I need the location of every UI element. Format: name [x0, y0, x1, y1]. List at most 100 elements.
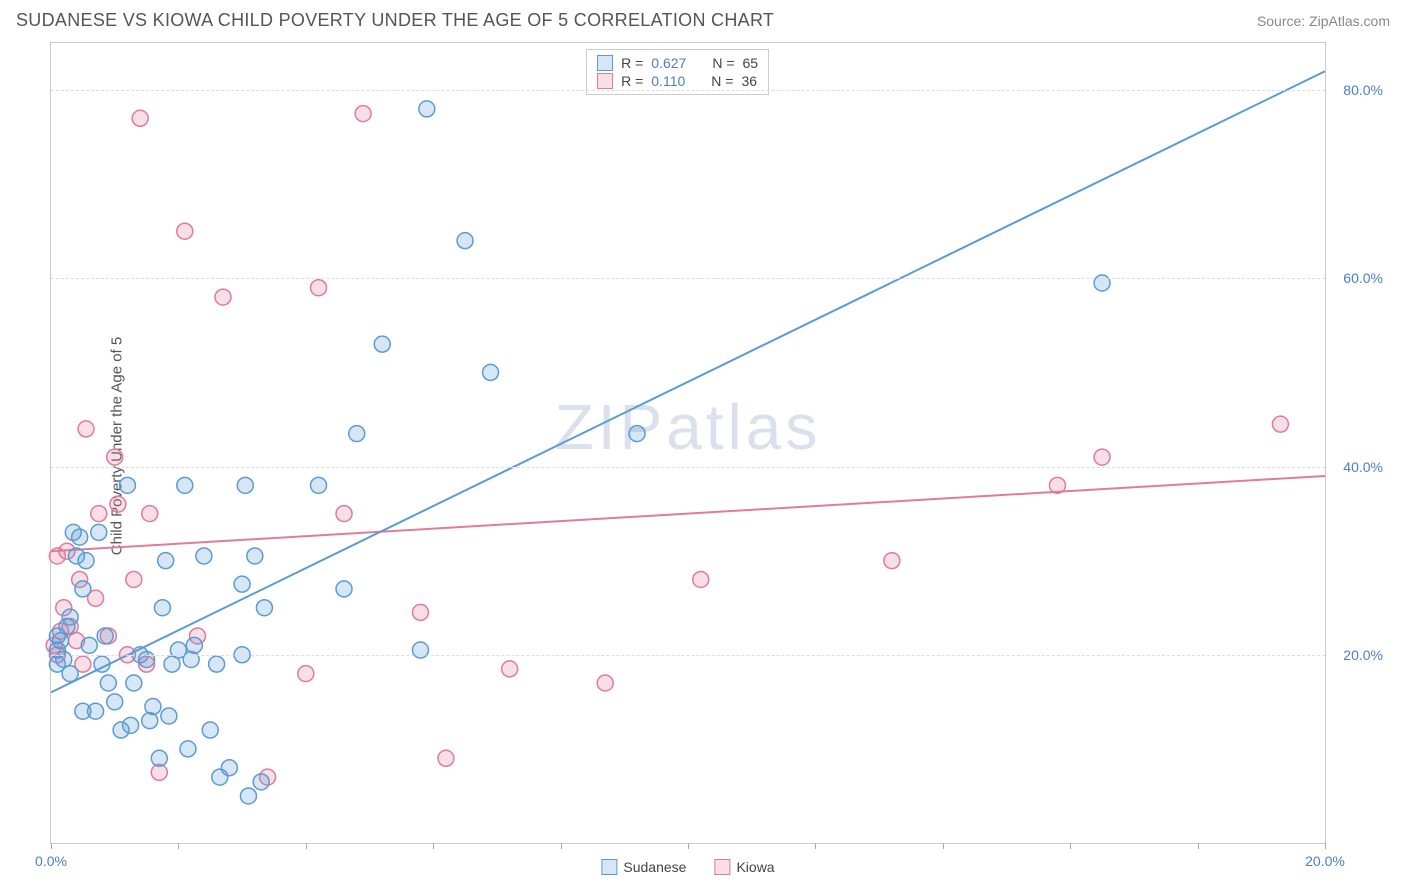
r-label: R = — [621, 73, 643, 89]
plot-svg — [51, 43, 1325, 843]
scatter-point — [107, 694, 123, 710]
x-tick — [1070, 843, 1071, 849]
scatter-point — [151, 750, 167, 766]
scatter-point — [123, 717, 139, 733]
gridline — [51, 278, 1325, 279]
gridline — [51, 655, 1325, 656]
x-tick — [178, 843, 179, 849]
gridline — [51, 90, 1325, 91]
scatter-point — [91, 506, 107, 522]
legend-row-kiowa: R = 0.110 N = 36 — [597, 72, 758, 90]
x-tick — [688, 843, 689, 849]
scatter-point — [78, 421, 94, 437]
scatter-point — [311, 477, 327, 493]
trend-line — [51, 71, 1325, 692]
scatter-point — [158, 553, 174, 569]
x-tick — [561, 843, 562, 849]
scatter-point — [693, 571, 709, 587]
scatter-point — [88, 703, 104, 719]
scatter-point — [355, 106, 371, 122]
scatter-point — [247, 548, 263, 564]
scatter-point — [186, 637, 202, 653]
scatter-point — [177, 223, 193, 239]
scatter-point — [110, 496, 126, 512]
scatter-point — [126, 571, 142, 587]
swatch-sudanese-bottom — [601, 859, 617, 875]
scatter-point — [298, 666, 314, 682]
scatter-point — [91, 524, 107, 540]
chart-title: SUDANESE VS KIOWA CHILD POVERTY UNDER TH… — [16, 10, 774, 31]
legend-bottom-kiowa: Kiowa — [714, 859, 774, 875]
scatter-point — [100, 675, 116, 691]
x-tick — [306, 843, 307, 849]
scatter-point — [107, 449, 123, 465]
scatter-point — [97, 628, 113, 644]
swatch-sudanese — [597, 55, 613, 71]
n-label: N = — [711, 73, 733, 89]
scatter-point — [132, 110, 148, 126]
scatter-point — [78, 553, 94, 569]
scatter-point — [374, 336, 390, 352]
y-tick-label: 20.0% — [1343, 647, 1383, 663]
legend-bottom: Sudanese Kiowa — [601, 859, 774, 875]
x-tick — [1325, 843, 1326, 849]
scatter-point — [209, 656, 225, 672]
r-value-sudanese: 0.627 — [651, 55, 686, 71]
legend-top: R = 0.627 N = 65 R = 0.110 N = 36 — [586, 49, 769, 95]
r-value-kiowa: 0.110 — [651, 73, 685, 89]
scatter-point — [62, 609, 78, 625]
scatter-point — [161, 708, 177, 724]
y-tick-label: 80.0% — [1343, 82, 1383, 98]
swatch-kiowa-bottom — [714, 859, 730, 875]
x-tick — [51, 843, 52, 849]
x-tick-label: 0.0% — [35, 853, 67, 869]
x-tick — [433, 843, 434, 849]
scatter-point — [502, 661, 518, 677]
r-label: R = — [621, 55, 643, 71]
scatter-point — [75, 581, 91, 597]
x-tick — [943, 843, 944, 849]
swatch-kiowa — [597, 73, 613, 89]
scatter-point — [629, 426, 645, 442]
scatter-point — [81, 637, 97, 653]
scatter-point — [1094, 449, 1110, 465]
y-tick-label: 40.0% — [1343, 459, 1383, 475]
scatter-point — [438, 750, 454, 766]
scatter-point — [483, 364, 499, 380]
scatter-point — [126, 675, 142, 691]
chart-area: ZIPatlas R = 0.627 N = 65 R = 0.110 N = … — [50, 42, 1326, 844]
scatter-point — [237, 477, 253, 493]
scatter-point — [142, 713, 158, 729]
scatter-point — [119, 477, 135, 493]
scatter-point — [196, 548, 212, 564]
n-label: N = — [712, 55, 734, 71]
scatter-point — [180, 741, 196, 757]
chart-source: Source: ZipAtlas.com — [1257, 13, 1390, 29]
legend-label-kiowa: Kiowa — [736, 859, 774, 875]
scatter-point — [221, 760, 237, 776]
scatter-point — [457, 233, 473, 249]
legend-label-sudanese: Sudanese — [623, 859, 686, 875]
x-tick-label: 20.0% — [1305, 853, 1345, 869]
x-tick — [1198, 843, 1199, 849]
gridline — [51, 467, 1325, 468]
scatter-point — [142, 506, 158, 522]
y-tick-label: 60.0% — [1343, 270, 1383, 286]
legend-row-sudanese: R = 0.627 N = 65 — [597, 54, 758, 72]
scatter-point — [311, 280, 327, 296]
scatter-point — [256, 600, 272, 616]
scatter-point — [145, 699, 161, 715]
scatter-point — [336, 581, 352, 597]
n-value-sudanese: 65 — [743, 55, 759, 71]
scatter-point — [62, 666, 78, 682]
scatter-point — [884, 553, 900, 569]
scatter-point — [597, 675, 613, 691]
scatter-point — [419, 101, 435, 117]
scatter-point — [253, 774, 269, 790]
scatter-point — [412, 604, 428, 620]
scatter-point — [72, 529, 88, 545]
scatter-point — [240, 788, 256, 804]
scatter-point — [234, 576, 250, 592]
scatter-point — [215, 289, 231, 305]
scatter-point — [1272, 416, 1288, 432]
